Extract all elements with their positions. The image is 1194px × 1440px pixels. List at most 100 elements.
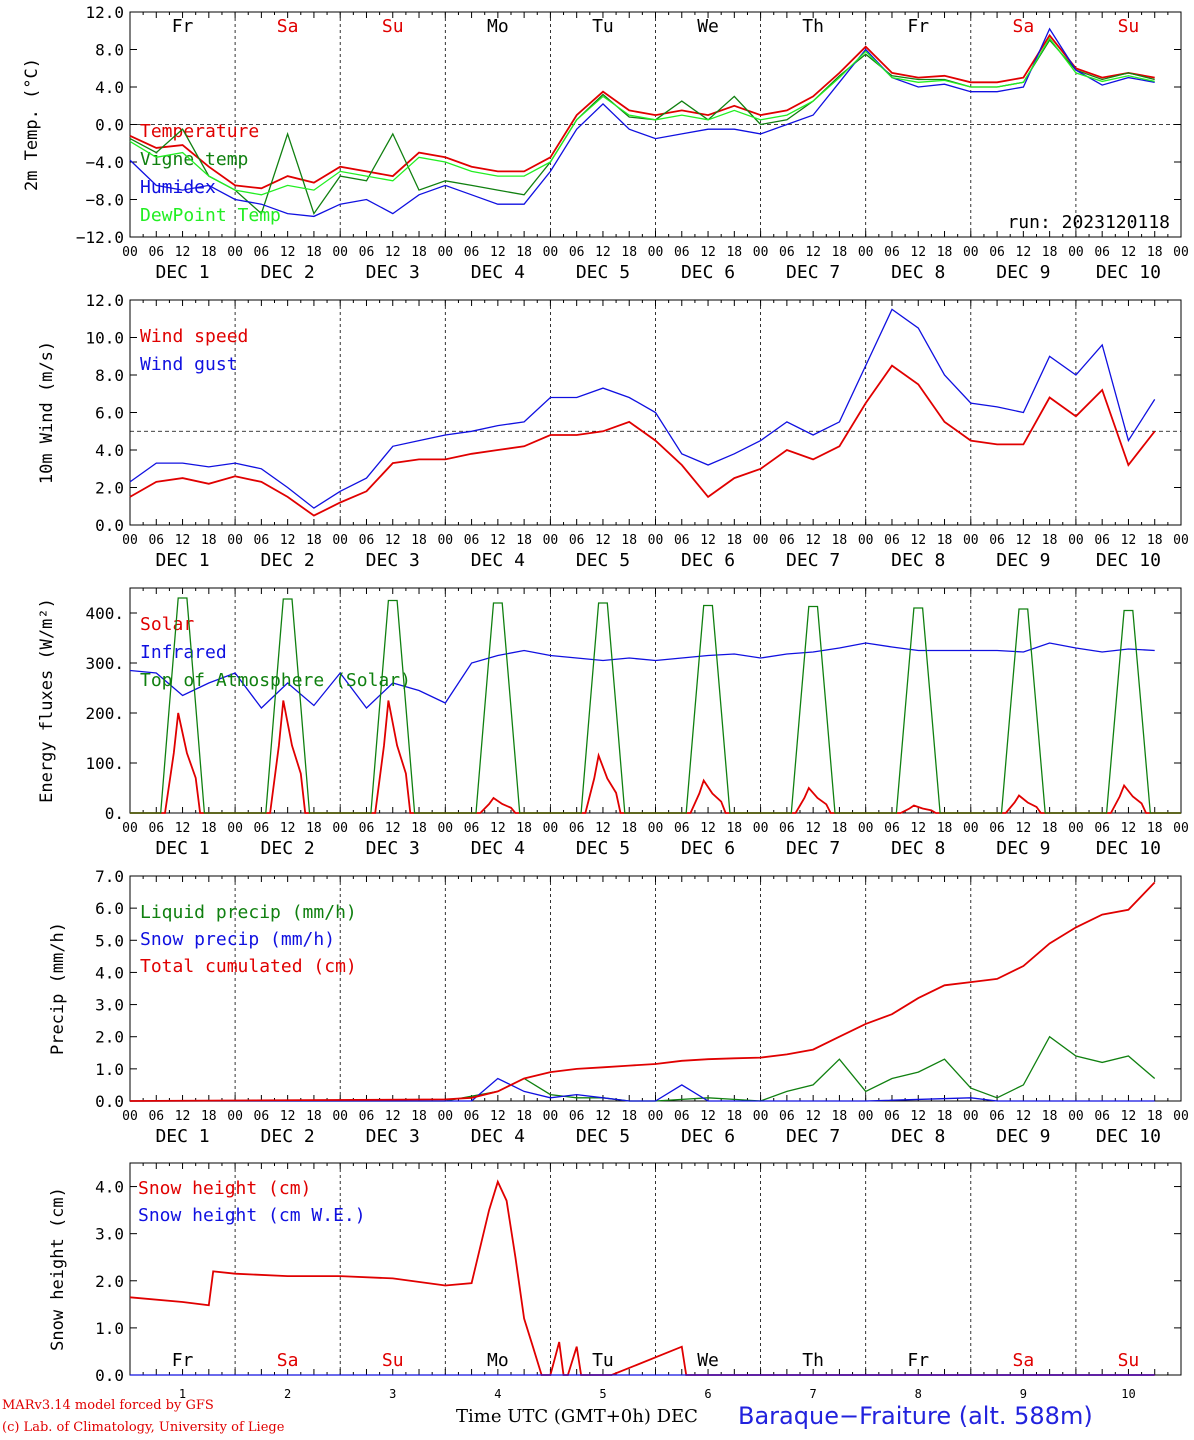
hour-tick-label: 18	[306, 533, 322, 548]
weekday-label: Sa	[1013, 1350, 1035, 1371]
hour-tick-label: 18	[832, 245, 848, 260]
series-line	[130, 1077, 1155, 1102]
legend-entry: Temperature	[140, 121, 259, 142]
date-label: DEC 10	[1096, 838, 1161, 859]
y-tick-label: 4.0	[95, 1178, 124, 1197]
weekday-label: Fr	[907, 1350, 929, 1371]
time-axis-label: Time UTC (GMT+0h) DEC	[456, 1406, 698, 1427]
legend-entry: Wind gust	[140, 354, 238, 375]
run-label: run: 2023120118	[1007, 212, 1170, 233]
hour-tick-label: 12	[1121, 1109, 1137, 1124]
hour-tick-label: 06	[884, 245, 900, 260]
hour-tick-label: 00	[753, 245, 769, 260]
hour-tick-label: 00	[753, 533, 769, 548]
date-label: DEC 2	[261, 838, 315, 859]
hour-tick-label: 12	[595, 821, 611, 836]
hour-tick-label: 12	[700, 245, 716, 260]
date-label: DEC 5	[576, 262, 630, 283]
hour-tick-label: 00	[543, 821, 559, 836]
hour-tick-label: 00	[963, 821, 979, 836]
hour-tick-label: 00	[1068, 245, 1084, 260]
hour-tick-label: 12	[1016, 245, 1032, 260]
hour-tick-label: 12	[595, 245, 611, 260]
day-number-label: 10	[1121, 1387, 1135, 1401]
weekday-label: Su	[382, 16, 404, 37]
hour-tick-label: 00	[1068, 821, 1084, 836]
hour-tick-label: 18	[937, 245, 953, 260]
legend-entry: Snow height (cm W.E.)	[138, 1205, 366, 1226]
hour-tick-label: 12	[910, 1109, 926, 1124]
date-label: DEC 8	[891, 262, 945, 283]
hour-tick-label: 00	[227, 533, 243, 548]
hour-tick-label: 06	[674, 821, 690, 836]
y-tick-label: 0.0	[95, 1092, 124, 1111]
plot-frame	[129, 587, 1182, 814]
hour-tick-label: 06	[779, 533, 795, 548]
hour-tick-label: 12	[805, 821, 821, 836]
hour-tick-label: 18	[1042, 1109, 1058, 1124]
date-label: DEC 1	[155, 1126, 209, 1147]
station-title: Baraque−Fraiture (alt. 588m)	[738, 1402, 1093, 1430]
hour-tick-label: 00	[1173, 821, 1189, 836]
series-line	[129, 364, 1156, 517]
hour-tick-label: 00	[963, 533, 979, 548]
hour-tick-label: 06	[989, 1109, 1005, 1124]
legend-entry: Vigne temp	[140, 149, 248, 170]
hour-tick-label: 12	[280, 1109, 296, 1124]
hour-tick-label: 12	[490, 1109, 506, 1124]
hour-tick-label: 00	[437, 1109, 453, 1124]
weekday-label: Su	[1118, 1350, 1140, 1371]
hour-tick-label: 12	[490, 245, 506, 260]
hour-tick-label: 12	[595, 533, 611, 548]
weekday-label: Sa	[1013, 16, 1035, 37]
day-number-label: 4	[494, 1387, 501, 1401]
y-tick-label: 0.0	[95, 516, 124, 535]
hour-tick-label: 12	[385, 245, 401, 260]
weekday-label: Sa	[277, 16, 299, 37]
hour-tick-label: 06	[779, 821, 795, 836]
date-label: DEC 4	[471, 1126, 525, 1147]
hour-tick-label: 18	[832, 1109, 848, 1124]
hour-tick-label: 00	[1068, 1109, 1084, 1124]
y-axis-title: Snow height (cm)	[48, 1187, 68, 1351]
legend-entry: Liquid precip (mm/h)	[140, 902, 357, 923]
date-label: DEC 9	[996, 550, 1050, 571]
day-number-label: 8	[915, 1387, 922, 1401]
y-tick-label: 1.0	[95, 1060, 124, 1079]
hour-tick-label: 00	[122, 533, 138, 548]
hour-tick-label: 06	[884, 821, 900, 836]
hour-tick-label: 18	[726, 533, 742, 548]
hour-tick-label: 00	[858, 533, 874, 548]
hour-tick-label: 06	[569, 821, 585, 836]
hour-tick-label: 12	[1121, 245, 1137, 260]
y-tick-label: 300.	[85, 654, 124, 673]
hour-tick-label: 00	[1173, 245, 1189, 260]
hour-tick-label: 12	[595, 1109, 611, 1124]
hour-tick-label: 06	[254, 245, 270, 260]
hour-tick-label: 00	[1068, 533, 1084, 548]
legend-entry: Infrared	[140, 642, 227, 663]
y-tick-label: 4.0	[95, 963, 124, 982]
date-label: DEC 3	[366, 550, 420, 571]
y-tick-label: 2.0	[95, 1028, 124, 1047]
hour-tick-label: 12	[175, 821, 191, 836]
series-line	[129, 642, 1155, 709]
series-line	[129, 27, 1155, 218]
hour-tick-label: 18	[1042, 821, 1058, 836]
weekday-label: Su	[382, 1350, 404, 1371]
hour-tick-label: 06	[359, 821, 375, 836]
y-tick-label: 4.0	[95, 78, 124, 97]
hour-tick-label: 18	[726, 245, 742, 260]
date-label: DEC 9	[996, 838, 1050, 859]
legend-entry: Solar	[140, 614, 194, 635]
y-tick-label: 4.0	[95, 441, 124, 460]
date-label: DEC 7	[786, 262, 840, 283]
hour-tick-label: 12	[175, 245, 191, 260]
hour-tick-label: 18	[411, 245, 427, 260]
hour-tick-label: 00	[648, 821, 664, 836]
hour-tick-label: 12	[175, 533, 191, 548]
weekday-label: Mo	[487, 16, 509, 37]
hour-tick-label: 00	[648, 1109, 664, 1124]
y-tick-label: 200.	[85, 704, 124, 723]
lab-credit: (c) Lab. of Climatology, University of L…	[2, 1420, 285, 1435]
